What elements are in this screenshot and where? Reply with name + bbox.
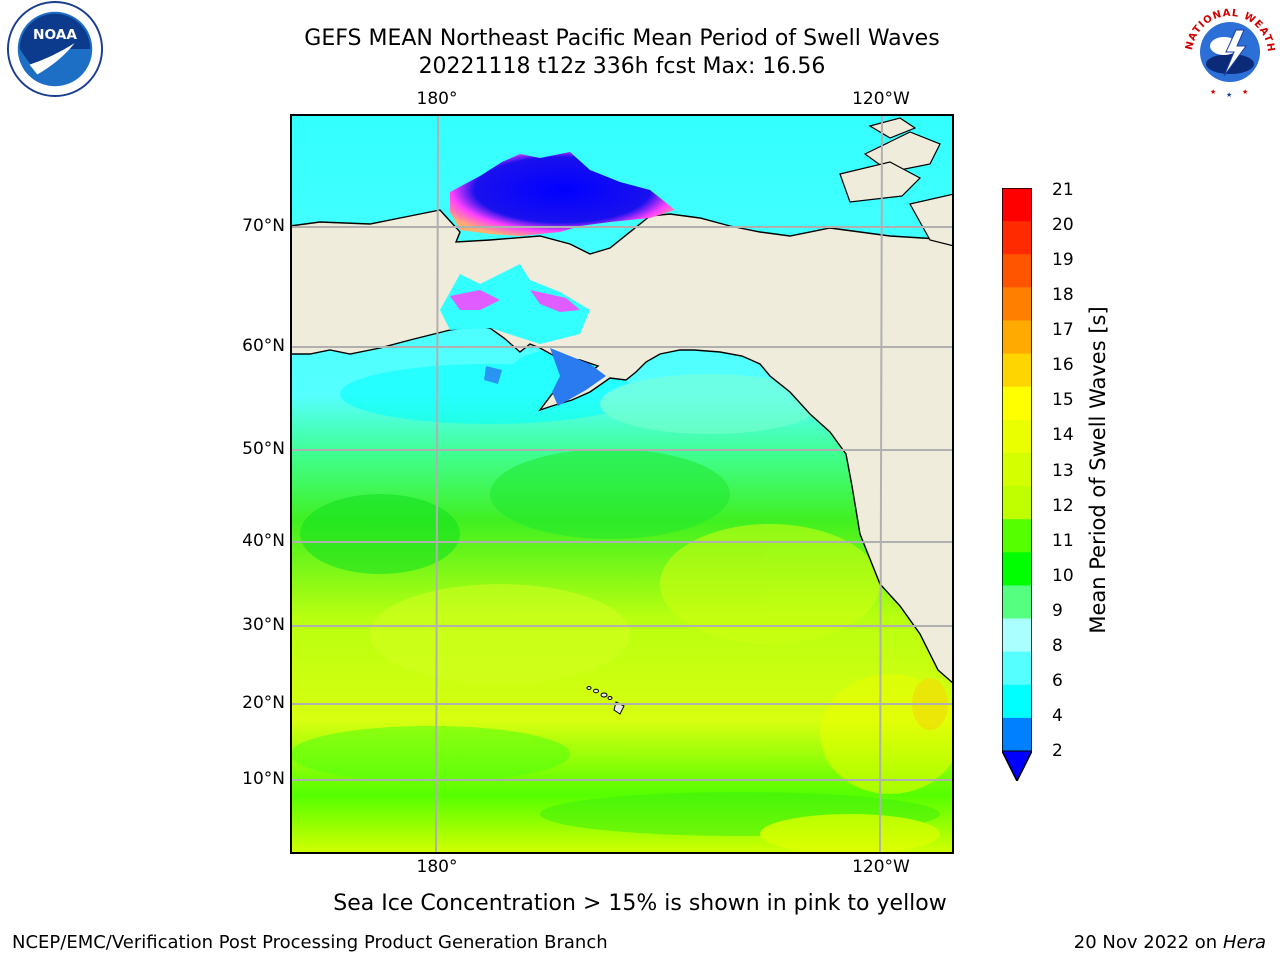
colorbar-tick: 17 — [1052, 320, 1074, 340]
lat-label-60n: 60°N — [242, 336, 285, 356]
colorbar-tick: 10 — [1052, 566, 1074, 586]
colorbar-swatch — [1002, 320, 1032, 355]
lat-label-70n: 70°N — [242, 216, 285, 236]
svg-text:★: ★ — [1242, 88, 1248, 96]
colorbar-tick: 21 — [1052, 180, 1074, 200]
colorbar-swatch — [1002, 585, 1032, 620]
sea-ice-note: Sea Ice Concentration > 15% is shown in … — [333, 891, 947, 916]
colorbar-swatch — [1002, 188, 1032, 222]
svg-text:★: ★ — [1210, 88, 1216, 96]
map-panel — [290, 114, 954, 854]
lon-label-bottom-180: 180° — [416, 857, 458, 877]
lat-label-10n: 10°N — [242, 769, 285, 789]
colorbar-tick: 20 — [1052, 215, 1074, 235]
colorbar-tick: 6 — [1052, 671, 1063, 691]
colorbar-tick: 13 — [1052, 461, 1074, 481]
lon-label-top-180: 180° — [416, 89, 458, 109]
colorbar-swatch — [1002, 552, 1032, 586]
lon-label-bottom-120w: 120°W — [852, 857, 910, 877]
colorbar-swatch — [1002, 419, 1032, 454]
lon-label-top-120w: 120°W — [852, 89, 910, 109]
colorbar-swatch — [1002, 717, 1032, 752]
colorbar-label: Mean Period of Swell Waves [s] — [1086, 306, 1110, 634]
lat-label-30n: 30°N — [242, 615, 285, 635]
colorbar-tick: 4 — [1052, 706, 1063, 726]
colorbar-tick: 16 — [1052, 355, 1074, 375]
colorbar-border — [1002, 188, 1032, 781]
colorbar-tick: 2 — [1052, 741, 1063, 761]
colorbar-swatch — [1002, 386, 1032, 421]
lat-label-20n: 20°N — [242, 693, 285, 713]
chart-title: GEFS MEAN Northeast Pacific Mean Period … — [304, 26, 940, 51]
nws-logo-icon: NATIONAL WEATHER SERVICE ★ ★ ★ — [1180, 0, 1276, 99]
footer-credit: NCEP/EMC/Verification Post Processing Pr… — [12, 932, 608, 953]
colorbar-tick: 14 — [1052, 425, 1074, 445]
colorbar-swatch — [1002, 618, 1032, 653]
colorbar-tick: 18 — [1052, 285, 1074, 305]
colorbar-swatch — [1002, 221, 1032, 255]
noaa-logo-icon: NOAA — [6, 0, 104, 98]
svg-text:NOAA: NOAA — [33, 27, 77, 43]
colorbar-tick: 15 — [1052, 390, 1074, 410]
colorbar-swatch — [1002, 486, 1032, 520]
colorbar-tick: 19 — [1052, 250, 1074, 270]
colorbar-swatch — [1002, 651, 1032, 686]
footer-machine: Hera — [1222, 932, 1266, 953]
colorbar-tick: 11 — [1052, 531, 1074, 551]
colorbar — [1002, 188, 1032, 781]
colorbar-swatch — [1002, 452, 1032, 487]
colorbar-swatch — [1002, 254, 1032, 288]
colorbar-extend-arrow — [1002, 750, 1032, 781]
footer-date: 20 Nov 2022 on Hera — [1074, 932, 1266, 953]
chart-subtitle: 20221118 t12z 336h fcst Max: 16.56 — [418, 54, 826, 79]
colorbar-swatch — [1002, 353, 1032, 388]
graticule — [290, 114, 954, 854]
lat-label-50n: 50°N — [242, 439, 285, 459]
sea-ice-region — [450, 152, 675, 236]
colorbar-swatch — [1002, 684, 1032, 719]
lat-label-40n: 40°N — [242, 531, 285, 551]
map-border — [290, 114, 954, 854]
colorbar-swatch — [1002, 287, 1032, 321]
footer-date-text: 20 Nov 2022 on — [1073, 932, 1218, 953]
colorbar-tick: 8 — [1052, 636, 1063, 656]
svg-text:★: ★ — [1226, 91, 1232, 99]
colorbar-tick: 9 — [1052, 601, 1063, 621]
colorbar-tick: 12 — [1052, 496, 1074, 516]
colorbar-swatch — [1002, 519, 1032, 553]
